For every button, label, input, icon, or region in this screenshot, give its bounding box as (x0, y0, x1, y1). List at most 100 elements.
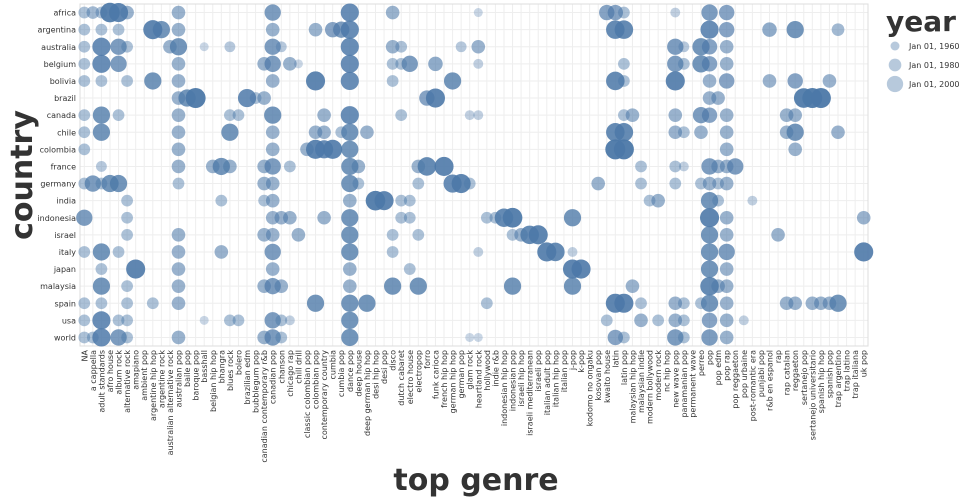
data-point (341, 174, 359, 193)
data-point (665, 71, 685, 91)
data-point (719, 313, 734, 328)
data-point (121, 194, 133, 207)
data-point (112, 314, 125, 327)
data-point (121, 40, 133, 53)
data-point (95, 161, 107, 172)
x-tick-label: desi pop (380, 350, 389, 384)
data-point (340, 54, 359, 73)
x-tick-label: pop reggaeton (731, 350, 740, 409)
data-point (223, 159, 237, 174)
data-point (109, 174, 128, 193)
data-point (121, 211, 133, 224)
x-tick-label: adult standards (97, 350, 106, 413)
data-point (718, 243, 735, 261)
data-point (264, 55, 281, 73)
data-point (856, 210, 871, 225)
legend: year Jan 01, 1960 Jan 01, 1980 Jan 01, 200… (886, 5, 960, 93)
x-tick-label: kodomo no ongaku (586, 350, 595, 426)
data-point (92, 37, 111, 56)
data-point (121, 75, 133, 87)
data-point (465, 332, 475, 342)
data-point (385, 39, 400, 54)
data-point (614, 293, 634, 313)
x-tick-label: belgian hip hop (209, 350, 218, 412)
data-point (700, 294, 719, 312)
y-tick-label: colombia (40, 145, 77, 154)
data-point (214, 245, 229, 259)
data-point (317, 108, 331, 122)
data-point (787, 73, 803, 89)
data-point (480, 211, 493, 224)
data-point (607, 329, 624, 346)
y-tick-label: belgium (44, 60, 77, 69)
data-point (92, 123, 111, 141)
y-tick-label: italy (59, 248, 76, 257)
x-tick-label: chill drill (294, 350, 303, 384)
data-point (92, 106, 111, 124)
data-point (571, 259, 591, 279)
data-point (172, 177, 185, 190)
x-tick-label: australian alternative rock (166, 350, 175, 456)
data-point (323, 139, 343, 159)
data-point (283, 210, 297, 225)
data-point (607, 4, 624, 21)
data-point (786, 21, 804, 39)
data-point (625, 279, 640, 293)
x-tick-label: sertanejo pop (800, 350, 809, 405)
data-point (264, 329, 281, 346)
data-point (788, 108, 802, 122)
data-point (701, 39, 718, 55)
data-point (425, 88, 445, 108)
x-tick-label: kosovan pop (594, 350, 603, 401)
data-point (340, 3, 359, 22)
data-point (668, 125, 683, 140)
x-tick-label: k-pop (577, 350, 586, 373)
x-tick-label: reggaeton (791, 350, 800, 391)
data-point (677, 331, 690, 344)
x-tick-label: alternative rock (123, 350, 132, 413)
data-point (360, 125, 374, 140)
data-point (283, 57, 297, 71)
data-point (395, 211, 408, 224)
y-tick-label: brazil (54, 94, 76, 103)
x-tick-label: brazilian edm (243, 350, 252, 405)
data-point (110, 329, 127, 346)
data-point (412, 177, 425, 190)
legend-symbol (886, 75, 904, 93)
data-point (854, 242, 874, 262)
x-tick-label: album rock (115, 350, 124, 395)
data-point (343, 262, 357, 276)
x-axis-title: top genre (393, 463, 558, 498)
data-point (341, 226, 359, 244)
x-tick-label: german hip hop (449, 350, 458, 413)
y-tick-label: germany (40, 180, 76, 189)
data-point (317, 210, 331, 225)
data-point (829, 294, 847, 312)
data-point (112, 23, 125, 36)
data-point (618, 57, 630, 70)
x-tick-label: post-romantic era (748, 350, 757, 421)
data-point (293, 59, 303, 69)
data-point (308, 22, 323, 37)
data-point (352, 177, 365, 190)
legend-title: year (886, 5, 956, 38)
data-point (291, 228, 306, 242)
data-point (563, 209, 582, 227)
data-point (112, 109, 125, 122)
data-point (700, 260, 719, 278)
x-tick-label: permanent wave (688, 350, 697, 418)
data-point (264, 158, 281, 175)
data-point (668, 108, 683, 122)
x-tick-label: pop rap (723, 350, 732, 381)
x-tick-label: ambient pop (140, 350, 149, 401)
data-point (341, 140, 359, 158)
data-point (700, 243, 719, 261)
data-point (386, 228, 399, 241)
x-tick-label: bolero (234, 350, 243, 375)
x-tick-label: israeli pop (534, 350, 543, 392)
x-tick-label: nc hip hop (663, 350, 672, 392)
data-point (340, 71, 359, 91)
x-tick-label: italian adult pop (543, 350, 552, 415)
data-point (738, 315, 749, 326)
data-point (386, 57, 399, 70)
